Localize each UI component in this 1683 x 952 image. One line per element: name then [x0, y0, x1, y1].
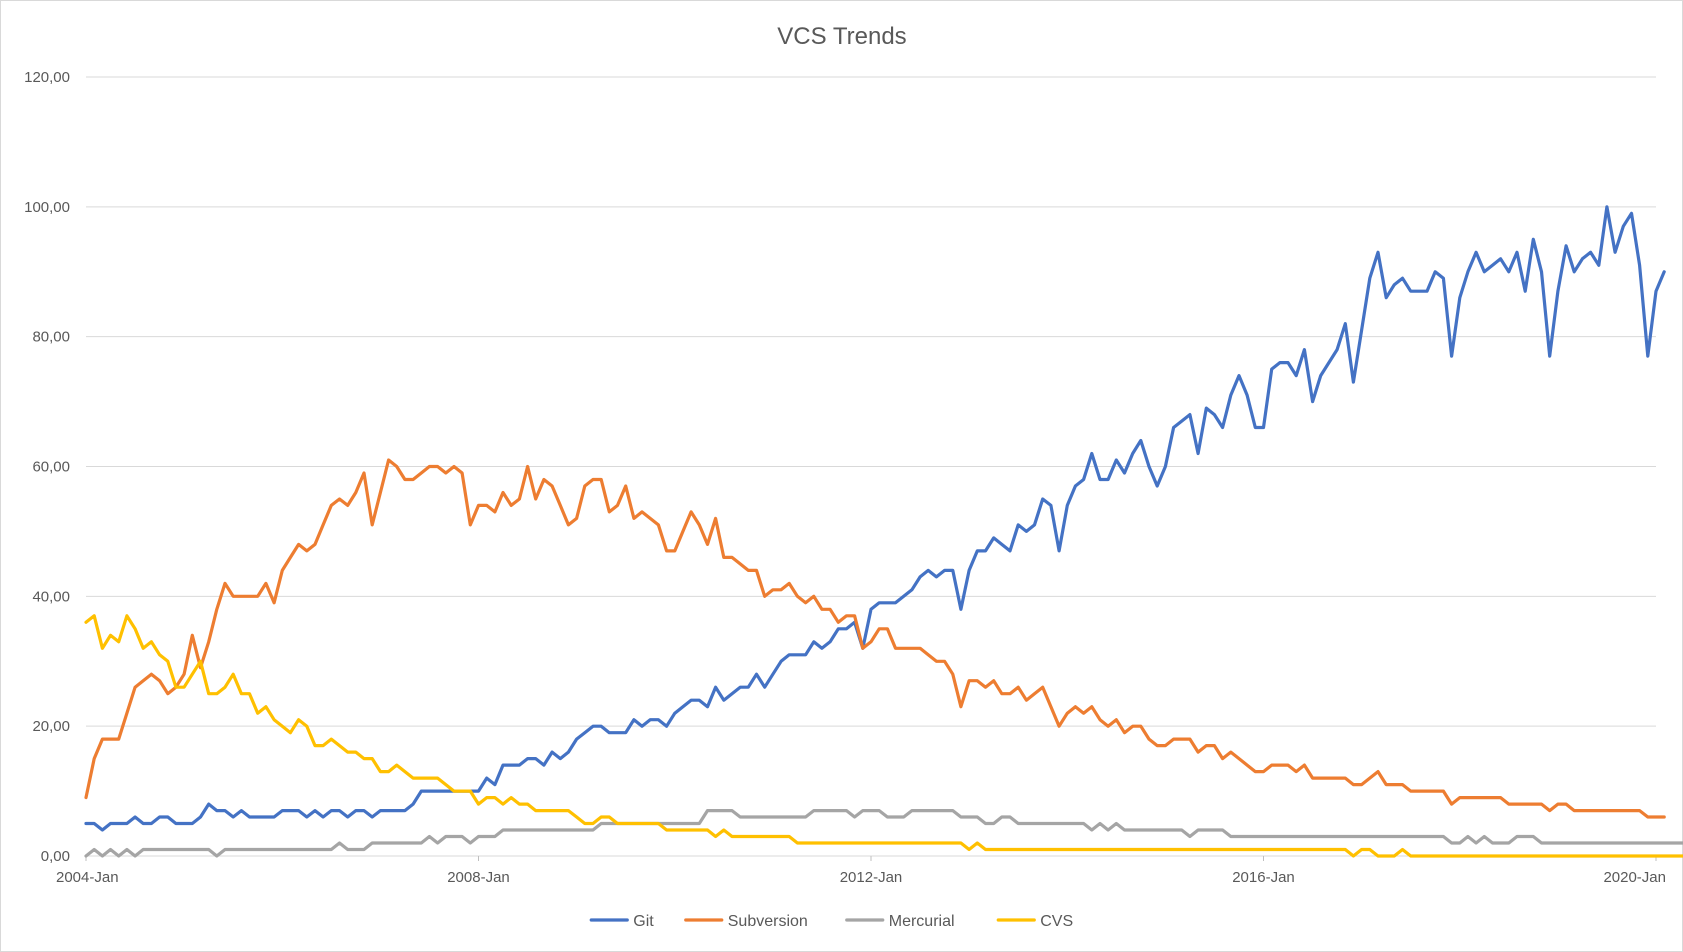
legend-label: Git — [633, 913, 654, 930]
series-line-mercurial — [84, 808, 1683, 858]
legend-label: Subversion — [728, 913, 808, 930]
chart-title: VCS Trends — [777, 23, 906, 50]
series-lines — [84, 205, 1683, 858]
series-line-git — [84, 205, 1666, 832]
grid-lines — [86, 76, 1656, 857]
legend: Git Subversion Mercurial CVS — [589, 913, 1073, 930]
legend-label: CVS — [1040, 913, 1073, 930]
x-tick-label: 2016-Jan — [1232, 869, 1295, 886]
y-tick-label: 60,00 — [32, 459, 70, 476]
x-tick-label: 2020-Jan — [1603, 869, 1666, 886]
x-tick-label: 2012-Jan — [840, 869, 903, 886]
series-line-cvs — [84, 614, 1683, 858]
x-axis-ticks: 2004-Jan 2008-Jan 2012-Jan 2016-Jan 2020-Jan — [56, 856, 1666, 886]
y-tick-label: 100,00 — [24, 199, 70, 216]
x-tick-label: 2008-Jan — [447, 869, 510, 886]
x-tick-label: 2004-Jan — [56, 869, 119, 886]
y-tick-label: 80,00 — [32, 329, 70, 346]
series-line-subversion — [84, 458, 1666, 819]
y-tick-label: 40,00 — [32, 588, 70, 605]
y-tick-label: 0,00 — [41, 848, 70, 865]
y-axis-ticks: 0,00 20,00 40,00 60,00 80,00 100,00 120,00 — [24, 69, 70, 865]
y-tick-label: 20,00 — [32, 718, 70, 735]
legend-label: Mercurial — [889, 913, 955, 930]
y-tick-label: 120,00 — [24, 69, 70, 86]
